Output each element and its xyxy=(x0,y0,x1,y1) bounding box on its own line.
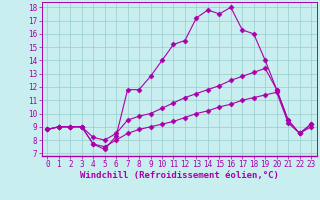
X-axis label: Windchill (Refroidissement éolien,°C): Windchill (Refroidissement éolien,°C) xyxy=(80,171,279,180)
